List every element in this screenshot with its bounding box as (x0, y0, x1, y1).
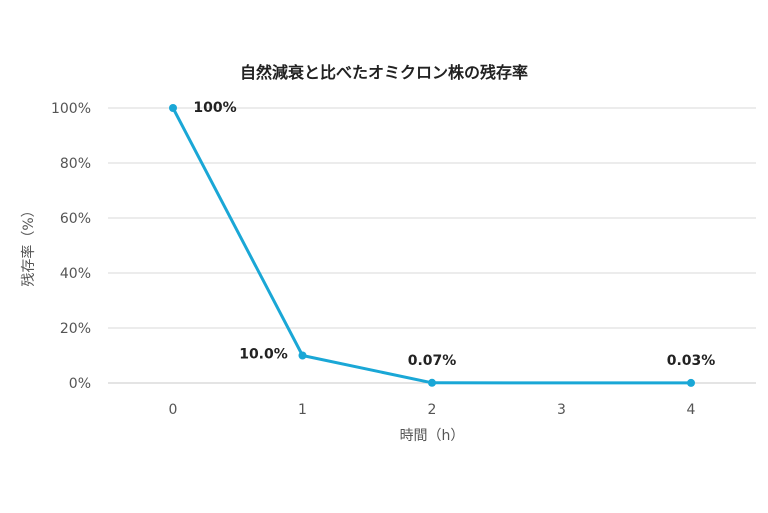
x-tick-label: 3 (557, 402, 566, 418)
y-tick-label: 40% (60, 266, 91, 282)
data-label: 100% (193, 100, 236, 116)
y-tick-label: 20% (60, 321, 91, 337)
y-tick-label: 80% (60, 156, 91, 172)
data-point (298, 351, 307, 360)
x-axis-ticks: 0 1 2 3 4 (169, 402, 696, 418)
y-tick-label: 0% (69, 376, 91, 392)
y-axis-label: 残存率（%） (20, 203, 37, 286)
data-labels: 100% 10.0% 0.07% 0.03% (193, 100, 715, 369)
y-axis-ticks: 0% 20% 40% 60% 80% 100% (51, 101, 91, 392)
data-point (687, 378, 695, 387)
y-tick-label: 100% (51, 101, 91, 117)
series-layer (169, 104, 695, 387)
x-tick-label: 1 (298, 402, 307, 418)
y-tick-label: 60% (60, 211, 91, 227)
data-point (428, 378, 436, 387)
x-tick-label: 2 (428, 402, 437, 418)
data-label: 10.0% (239, 347, 288, 363)
x-tick-label: 0 (169, 402, 178, 418)
data-label: 0.07% (408, 353, 457, 369)
data-label: 0.03% (667, 353, 716, 369)
x-tick-label: 4 (687, 402, 696, 418)
data-point (169, 104, 177, 112)
x-axis-label: 時間（h） (400, 428, 465, 444)
gridlines (108, 107, 756, 384)
series-line (171, 106, 693, 385)
chart-title: 自然減衰と比べたオミクロン株の残存率 (240, 63, 528, 82)
